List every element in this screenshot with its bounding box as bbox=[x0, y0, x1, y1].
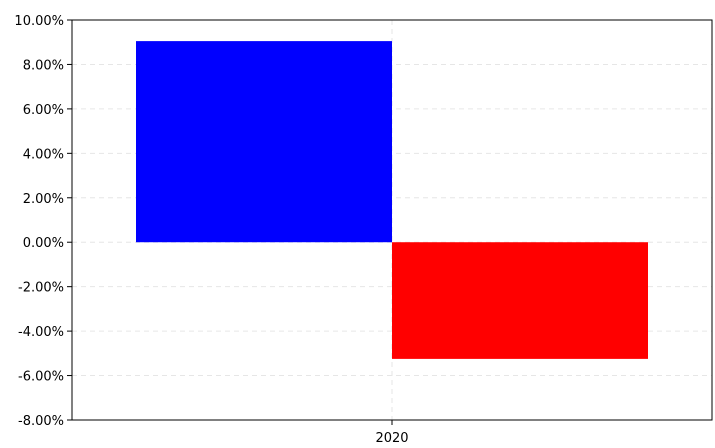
bars bbox=[136, 41, 648, 359]
bar-series-1 bbox=[136, 41, 392, 243]
y-tick-label: -4.00% bbox=[18, 325, 64, 340]
y-tick-label: -8.00% bbox=[18, 414, 64, 429]
y-tick-label: 6.00% bbox=[23, 103, 64, 118]
x-axis-ticks: 2020 bbox=[375, 420, 409, 446]
y-tick-label: 4.00% bbox=[23, 147, 64, 162]
y-axis-ticks: 10.00% 8.00% 6.00% 4.00% 2.00% 0.00% -2.00% -4.… bbox=[14, 14, 72, 429]
y-tick-label: 2.00% bbox=[23, 192, 64, 207]
y-tick-label: 8.00% bbox=[23, 58, 64, 73]
x-tick-label: 2020 bbox=[375, 431, 408, 446]
y-tick-label: -6.00% bbox=[18, 370, 64, 385]
y-tick-label: 10.00% bbox=[14, 14, 64, 29]
y-tick-label: 0.00% bbox=[23, 236, 64, 251]
y-tick-label: -2.00% bbox=[18, 281, 64, 296]
bar-series-2 bbox=[392, 242, 648, 359]
